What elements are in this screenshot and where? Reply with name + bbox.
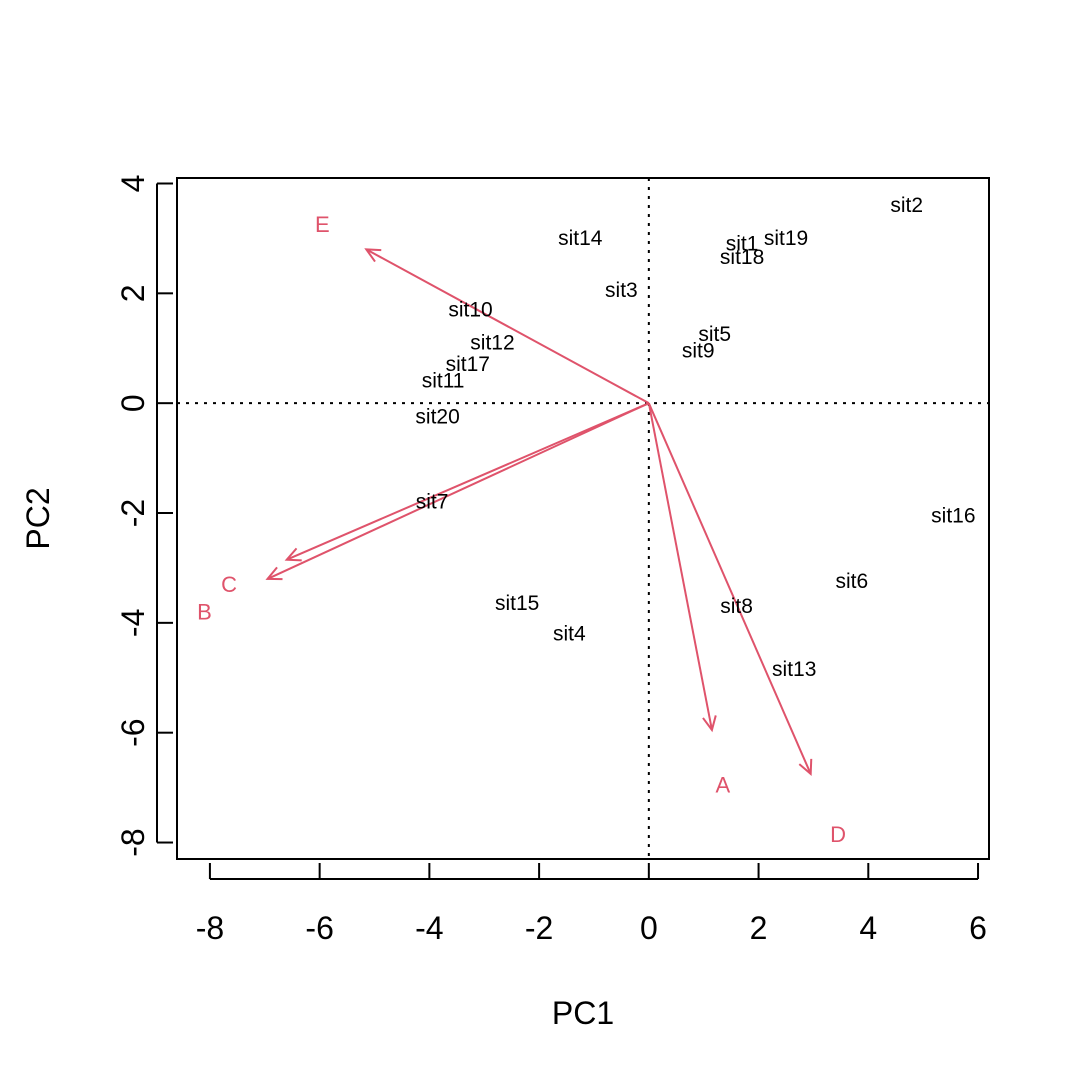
x-tick-label: -6	[305, 910, 333, 946]
loading-arrow-B	[286, 402, 650, 561]
loading-label-C: C	[221, 572, 237, 597]
site-label-sit2: sit2	[890, 194, 923, 217]
x-tick-label: -4	[415, 910, 443, 946]
site-label-sit13: sit13	[772, 658, 816, 681]
site-label-sit16: sit16	[931, 504, 975, 527]
loading-arrow-A	[647, 402, 713, 731]
loading-arrow-D	[647, 402, 812, 775]
y-tick-label: -4	[115, 609, 151, 637]
loading-vectors: A BC D E	[197, 212, 846, 847]
y-tick-label: 0	[115, 394, 151, 412]
x-tick-label: -2	[525, 910, 553, 946]
x-axis: -8 -6 -4 -2 0 2 4 6	[196, 863, 987, 946]
site-label-sit7: sit7	[416, 491, 449, 514]
x-tick-label: 4	[859, 910, 877, 946]
site-label-sit8: sit8	[720, 595, 753, 618]
site-label-sit1: sit1	[726, 232, 759, 255]
x-axis-title: PC1	[552, 995, 614, 1031]
x-tick-label: 2	[750, 910, 768, 946]
loading-arrow-E	[365, 248, 650, 405]
loading-label-D: D	[830, 822, 846, 847]
site-label-sit18: sit18	[720, 246, 764, 269]
y-tick-label: 4	[115, 175, 151, 193]
y-tick-label: -8	[115, 828, 151, 856]
y-axis: -8 -6 -4 -2 0 2 4	[115, 175, 173, 857]
loading-label-A: A	[716, 772, 731, 797]
loading-label-B: B	[197, 599, 212, 624]
site-label-sit9: sit9	[682, 339, 715, 362]
x-tick-label: 0	[640, 910, 658, 946]
site-label-sit20: sit20	[415, 405, 459, 428]
site-label-sit3: sit3	[605, 279, 638, 302]
y-tick-label: 2	[115, 284, 151, 302]
x-tick-label: -8	[196, 910, 224, 946]
site-label-sit15: sit15	[495, 592, 539, 615]
site-label-sit10: sit10	[448, 298, 492, 321]
loading-arrowhead-D	[798, 758, 813, 776]
loading-arrowhead-B	[284, 547, 302, 562]
site-label-sit19: sit19	[764, 227, 808, 250]
x-tick-label: 6	[969, 910, 987, 946]
y-axis-title: PC2	[20, 487, 56, 549]
loading-arrowhead-E	[364, 248, 382, 263]
site-label-sit6: sit6	[835, 570, 868, 593]
y-tick-label: -2	[115, 499, 151, 527]
plot-frame	[176, 177, 990, 860]
site-label-sit4: sit4	[553, 622, 586, 645]
reference-lines	[177, 178, 989, 859]
loading-arrowhead-C	[265, 566, 283, 581]
loading-label-E: E	[315, 212, 330, 237]
y-tick-label: -6	[115, 718, 151, 746]
site-labels: sit1 sit2 sit3 sit4 sit5 sit6 sit7 sit8 sit9 sit1…	[415, 194, 975, 681]
loading-arrow-C	[267, 402, 650, 580]
loading-arrowhead-A	[702, 715, 717, 733]
site-label-sit5: sit5	[698, 323, 731, 346]
site-label-sit11: sit11	[422, 370, 465, 393]
site-label-sit12: sit12	[470, 331, 514, 354]
site-label-sit17: sit17	[446, 353, 490, 376]
site-label-sit14: sit14	[558, 227, 603, 250]
